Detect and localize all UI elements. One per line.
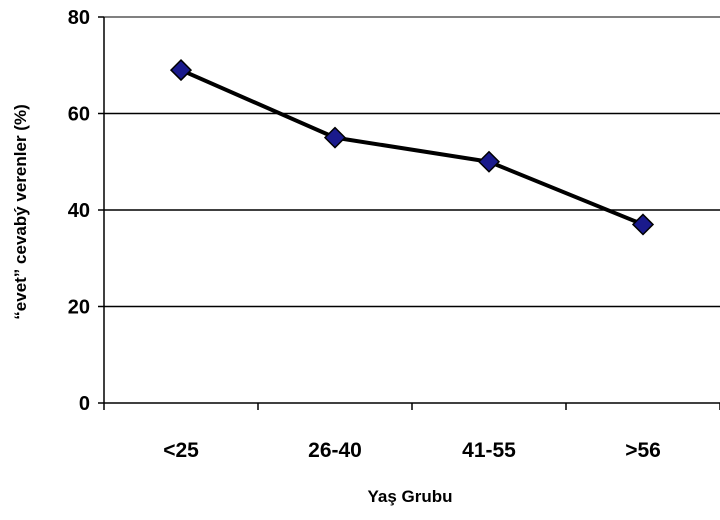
labels: 0 20 40 60 80 <25 26-40 41-55 >56 [68, 7, 661, 462]
series-line-0 [180, 68, 644, 227]
data-point-2 [477, 150, 501, 173]
y-axis-title: “evet” cevabý verenler (%) [11, 104, 30, 319]
x-axis-title: Yaş Grubu [367, 487, 452, 506]
y-tick-label-40: 40 [68, 200, 90, 222]
x-tick-label-1: 26-40 [308, 439, 362, 462]
data-point-1 [323, 126, 347, 149]
data-point-3 [631, 213, 655, 236]
y-tick-label-20: 20 [68, 297, 90, 319]
y-tick-label-80: 80 [68, 7, 90, 29]
gridlines [104, 16, 720, 308]
x-tick-label-0: <25 [163, 439, 199, 462]
data-point-0 [169, 59, 193, 82]
y-tick-label-0: 0 [79, 393, 90, 415]
x-tick-label-2: 41-55 [462, 439, 516, 462]
series [169, 59, 655, 236]
y-tick-label-60: 60 [68, 104, 90, 126]
axes [98, 16, 720, 410]
x-tick-label-3: >56 [625, 439, 661, 462]
